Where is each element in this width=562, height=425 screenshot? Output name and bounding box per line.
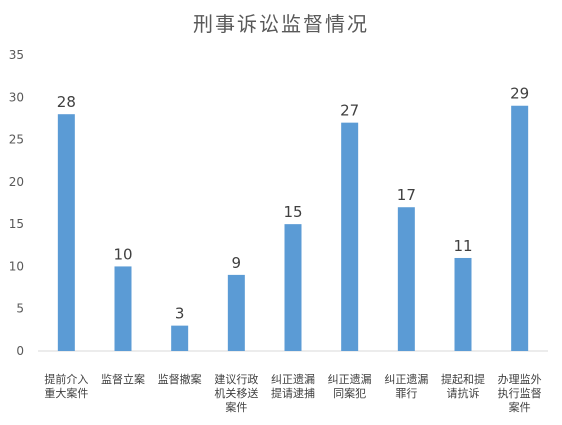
y-tick-label: 30 — [9, 90, 24, 104]
x-tick-label: 提起和提 — [441, 373, 485, 386]
bar — [341, 122, 359, 352]
bar — [227, 274, 245, 351]
x-tick-label: 纠正遗漏 — [328, 372, 372, 386]
x-tick-label: 执行监督 — [498, 386, 542, 400]
x-tick-label: 纠正遗漏 — [384, 372, 428, 386]
data-label: 27 — [340, 102, 359, 120]
bar — [454, 257, 472, 351]
x-tick-label: 同案犯 — [333, 386, 366, 400]
y-tick-label: 20 — [9, 175, 24, 189]
x-tick-label: 提请逮捕 — [271, 386, 315, 400]
x-tick-label: 监督立案 — [101, 372, 145, 386]
x-tick-label: 建议行政 — [214, 372, 258, 386]
data-label: 29 — [510, 85, 529, 103]
x-tick-label: 纠正遗漏 — [271, 372, 315, 386]
bar — [171, 325, 189, 351]
bar — [284, 224, 302, 351]
x-tick-label: 请抗诉 — [447, 386, 480, 400]
x-tick-label: 办理监外 — [498, 373, 542, 386]
y-tick-label: 5 — [16, 302, 24, 316]
x-tick-label: 机关移送 — [214, 386, 258, 400]
data-label: 11 — [453, 237, 472, 255]
bar — [511, 105, 529, 351]
data-label: 28 — [57, 93, 76, 111]
y-tick-label: 35 — [9, 48, 24, 62]
bar — [397, 207, 415, 351]
y-tick-label: 0 — [16, 344, 24, 358]
data-label: 10 — [113, 245, 132, 263]
x-tick-label: 罪行 — [395, 387, 417, 400]
x-tick-label: 监督撤案 — [158, 372, 202, 386]
x-tick-label: 案件 — [225, 400, 247, 414]
y-tick-label: 25 — [9, 133, 24, 147]
data-label: 17 — [397, 186, 416, 204]
data-label: 9 — [232, 254, 242, 272]
data-label: 3 — [175, 305, 185, 323]
y-tick-label: 15 — [9, 217, 24, 231]
chart-title: 刑事诉讼监督情况 — [193, 12, 369, 36]
y-tick-label: 10 — [9, 259, 24, 273]
bar — [114, 266, 132, 351]
data-label: 15 — [283, 203, 302, 221]
x-tick-label: 重大案件 — [44, 386, 88, 400]
x-tick-label: 提前介入 — [44, 372, 88, 386]
bar — [57, 114, 75, 351]
x-tick-label: 案件 — [509, 400, 531, 414]
